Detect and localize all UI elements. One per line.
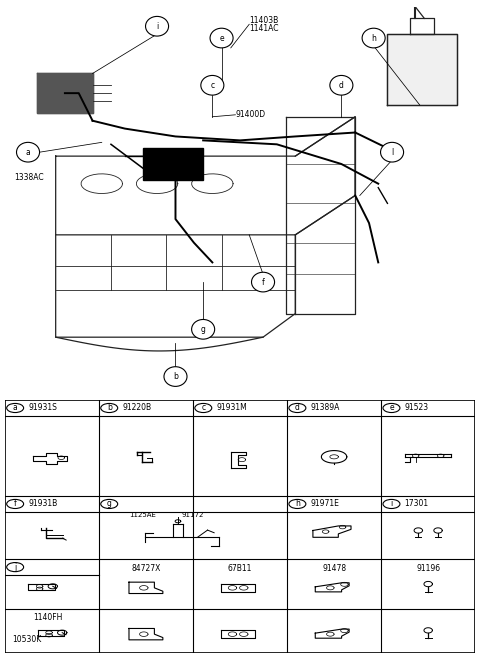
- Text: 10530K: 10530K: [12, 635, 41, 644]
- Text: 67B11: 67B11: [228, 564, 252, 573]
- Text: a: a: [13, 403, 18, 413]
- Circle shape: [145, 16, 168, 36]
- Text: h: h: [295, 499, 300, 508]
- Text: 91971E: 91971E: [311, 499, 339, 508]
- Text: a: a: [25, 148, 30, 157]
- Text: e: e: [219, 33, 224, 43]
- Text: f: f: [262, 277, 264, 287]
- Circle shape: [383, 403, 400, 413]
- Text: 91931S: 91931S: [28, 403, 57, 413]
- Circle shape: [101, 499, 118, 508]
- Circle shape: [164, 367, 187, 386]
- Text: 91931M: 91931M: [216, 403, 247, 413]
- Circle shape: [16, 142, 39, 162]
- Text: 91931B: 91931B: [28, 499, 58, 508]
- Text: c: c: [210, 81, 215, 90]
- Text: 91220B: 91220B: [122, 403, 152, 413]
- Text: f: f: [14, 499, 16, 508]
- Text: 1141AC: 1141AC: [249, 24, 279, 33]
- Circle shape: [201, 75, 224, 95]
- Polygon shape: [143, 148, 203, 180]
- Circle shape: [195, 403, 212, 413]
- Text: 1338AC: 1338AC: [14, 173, 44, 182]
- Polygon shape: [37, 73, 93, 113]
- Text: 91389A: 91389A: [311, 403, 340, 413]
- Circle shape: [289, 403, 306, 413]
- Text: b: b: [107, 403, 112, 413]
- Text: 1140FH: 1140FH: [33, 613, 62, 622]
- Text: h: h: [371, 33, 376, 43]
- Circle shape: [192, 319, 215, 339]
- Text: g: g: [201, 325, 205, 334]
- Text: 1125AE: 1125AE: [130, 512, 156, 518]
- Circle shape: [7, 563, 24, 571]
- Text: 91196: 91196: [416, 564, 440, 573]
- Text: 91478: 91478: [322, 564, 346, 573]
- Text: 17301: 17301: [405, 499, 429, 508]
- Text: b: b: [173, 372, 178, 381]
- Text: j: j: [14, 563, 16, 571]
- Text: c: c: [201, 403, 205, 413]
- Circle shape: [383, 499, 400, 508]
- Polygon shape: [387, 34, 456, 105]
- Text: d: d: [295, 403, 300, 413]
- Circle shape: [289, 499, 306, 508]
- Text: l: l: [391, 148, 393, 157]
- Circle shape: [101, 403, 118, 413]
- Text: i: i: [390, 499, 393, 508]
- Text: i: i: [156, 22, 158, 31]
- Circle shape: [210, 28, 233, 48]
- Text: 91523: 91523: [405, 403, 429, 413]
- Text: d: d: [339, 81, 344, 90]
- Text: 91400D: 91400D: [235, 110, 265, 119]
- Text: 11403B: 11403B: [249, 16, 278, 25]
- Circle shape: [7, 403, 24, 413]
- Text: e: e: [389, 403, 394, 413]
- Circle shape: [381, 142, 404, 162]
- Circle shape: [330, 75, 353, 95]
- Circle shape: [7, 499, 24, 508]
- Circle shape: [362, 28, 385, 48]
- Text: g: g: [107, 499, 112, 508]
- Text: 84727X: 84727X: [131, 564, 161, 573]
- Circle shape: [252, 272, 275, 292]
- Text: 91172: 91172: [181, 512, 204, 518]
